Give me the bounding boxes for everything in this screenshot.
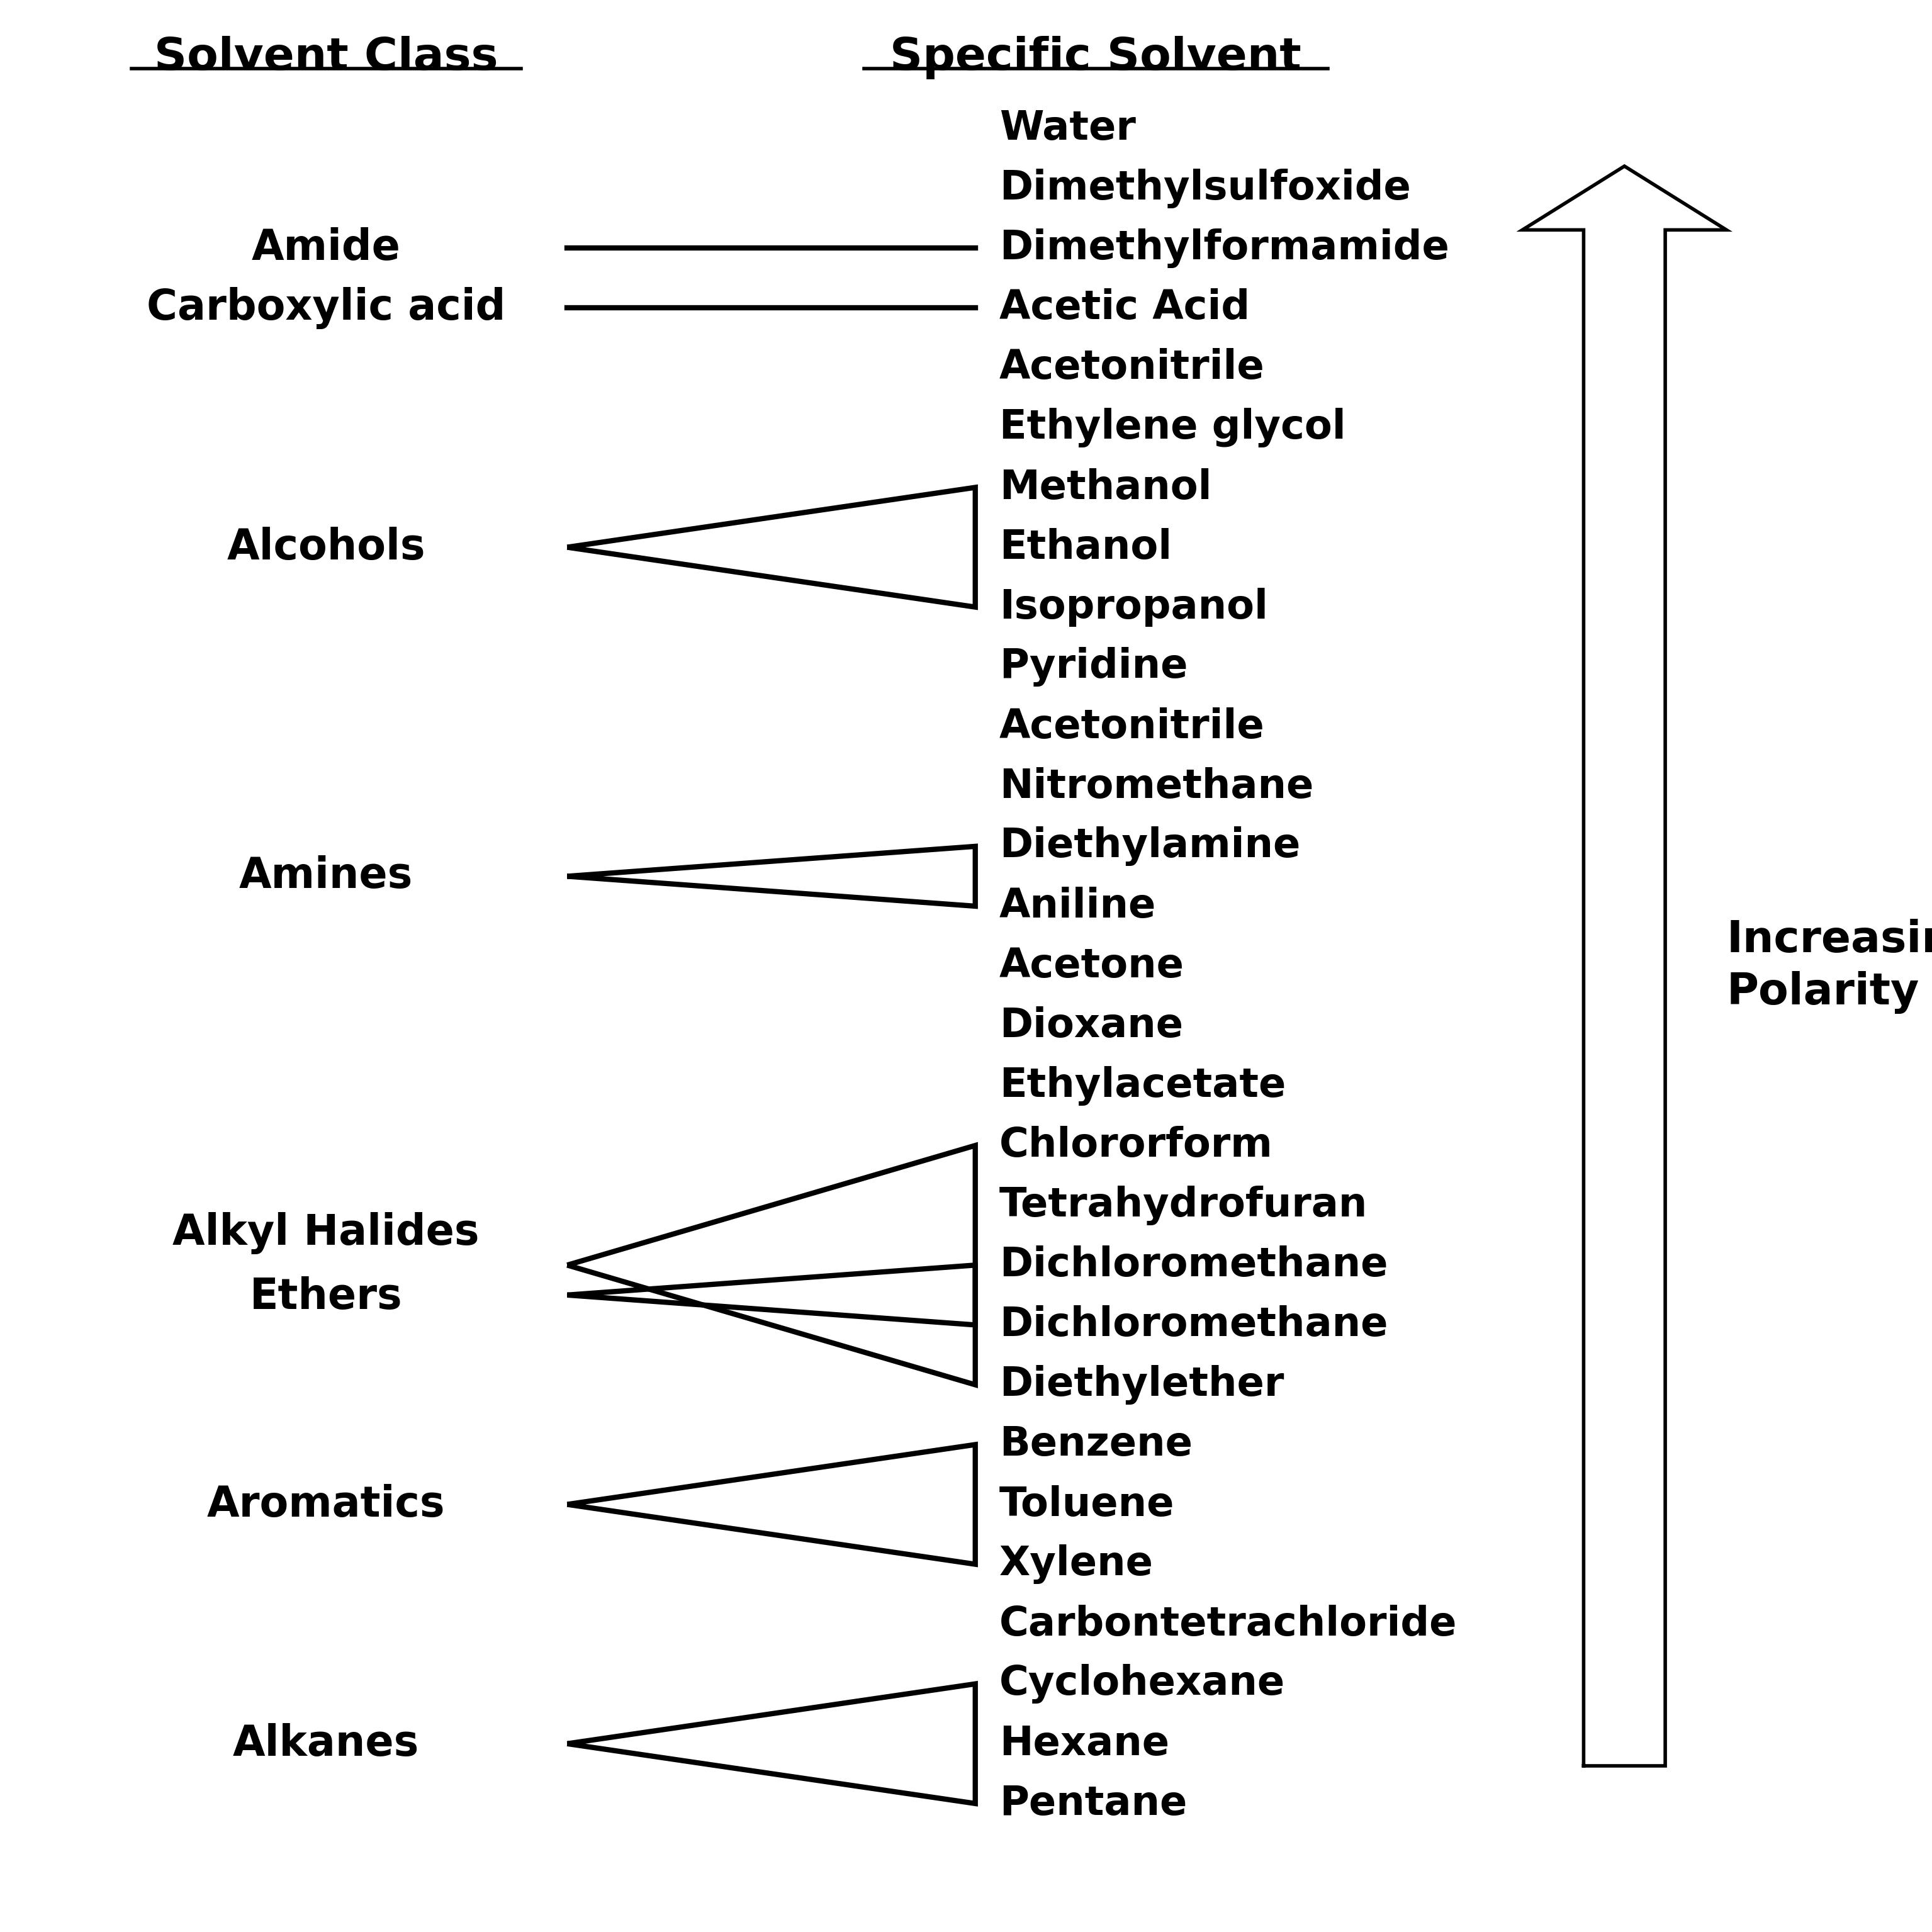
Text: Alcohols: Alcohols bbox=[226, 527, 425, 568]
Text: Alkyl Halides: Alkyl Halides bbox=[172, 1211, 479, 1254]
Text: Specific Solvent: Specific Solvent bbox=[891, 37, 1302, 79]
Text: Dichloromethane: Dichloromethane bbox=[999, 1306, 1387, 1345]
Text: Acetonitrile: Acetonitrile bbox=[999, 707, 1265, 746]
Text: Toluene: Toluene bbox=[999, 1486, 1175, 1524]
Text: Cyclohexane: Cyclohexane bbox=[999, 1663, 1285, 1704]
Text: Diethylamine: Diethylamine bbox=[999, 827, 1300, 866]
Text: Dimethylsulfoxide: Dimethylsulfoxide bbox=[999, 168, 1410, 209]
Text: Hexane: Hexane bbox=[999, 1723, 1169, 1764]
Text: Dioxane: Dioxane bbox=[999, 1007, 1182, 1045]
Text: Acetic Acid: Acetic Acid bbox=[999, 288, 1250, 327]
Text: Nitromethane: Nitromethane bbox=[999, 767, 1314, 806]
Text: Isopropanol: Isopropanol bbox=[999, 587, 1267, 626]
Text: Pyridine: Pyridine bbox=[999, 647, 1188, 686]
Polygon shape bbox=[1522, 166, 1727, 1766]
Text: Ethanol: Ethanol bbox=[999, 527, 1173, 566]
Text: Solvent Class: Solvent Class bbox=[155, 37, 498, 79]
Text: Dimethylformamide: Dimethylformamide bbox=[999, 228, 1449, 269]
Text: Carboxylic acid: Carboxylic acid bbox=[147, 286, 506, 328]
Text: Benzene: Benzene bbox=[999, 1426, 1192, 1464]
Text: Chlororform: Chlororform bbox=[999, 1126, 1273, 1165]
Text: Pentane: Pentane bbox=[999, 1783, 1186, 1824]
Text: Amines: Amines bbox=[240, 856, 413, 896]
Text: Acetonitrile: Acetonitrile bbox=[999, 348, 1265, 386]
Text: Increasing
Polarity: Increasing Polarity bbox=[1727, 918, 1932, 1014]
Text: Aromatics: Aromatics bbox=[207, 1484, 444, 1524]
Text: Tetrahydrofuran: Tetrahydrofuran bbox=[999, 1186, 1368, 1225]
Text: Diethylether: Diethylether bbox=[999, 1364, 1285, 1405]
Text: Dichloromethane: Dichloromethane bbox=[999, 1246, 1387, 1285]
Text: Methanol: Methanol bbox=[999, 468, 1211, 506]
Text: Ethylene glycol: Ethylene glycol bbox=[999, 408, 1347, 448]
Text: Ethers: Ethers bbox=[249, 1277, 402, 1318]
Text: Ethylacetate: Ethylacetate bbox=[999, 1066, 1287, 1105]
Text: Water: Water bbox=[999, 108, 1136, 149]
Text: Carbontetrachloride: Carbontetrachloride bbox=[999, 1605, 1457, 1644]
Text: Amide: Amide bbox=[251, 228, 400, 269]
Text: Xylene: Xylene bbox=[999, 1544, 1153, 1584]
Text: Alkanes: Alkanes bbox=[234, 1723, 419, 1764]
Text: Acetone: Acetone bbox=[999, 947, 1184, 985]
Text: Aniline: Aniline bbox=[999, 887, 1157, 925]
